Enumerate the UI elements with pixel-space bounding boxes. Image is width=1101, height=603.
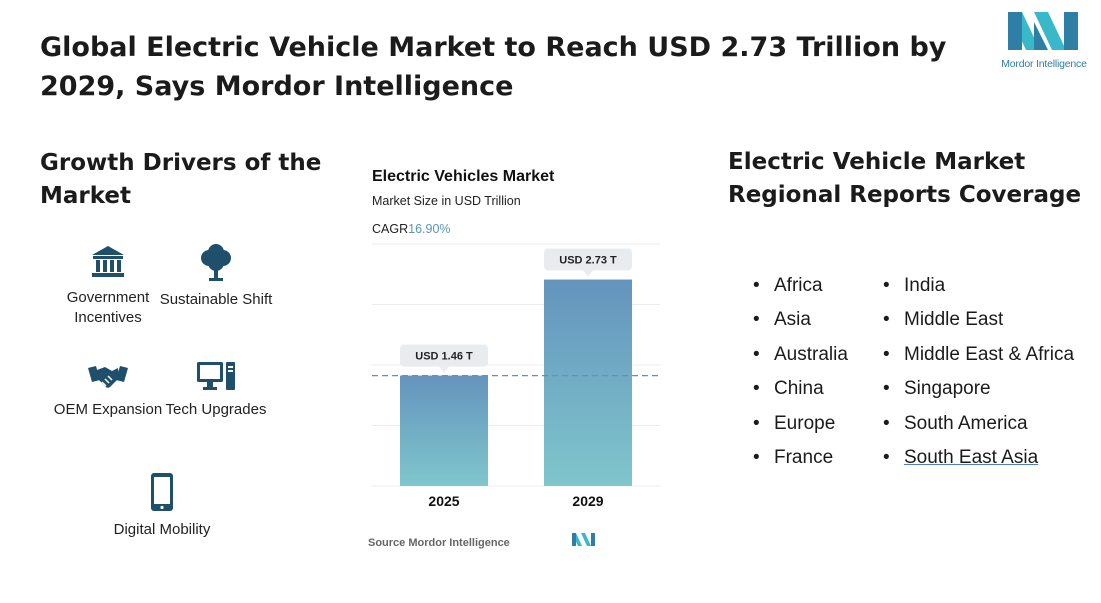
data-label: USD 1.46 T <box>415 351 473 363</box>
driver-government-incentives: Government Incentives <box>48 244 168 328</box>
region-list-column-2: India Middle East Middle East & Africa S… <box>883 274 1074 480</box>
cagr-value: 16.90% <box>408 222 451 236</box>
region-item: China <box>753 377 848 411</box>
chart-subtitle: Market Size in USD Trillion <box>372 194 521 208</box>
chart-source: Source Mordor Intelligence <box>368 537 510 549</box>
drivers-heading: Growth Drivers of the Market <box>40 150 322 209</box>
region-item: Singapore <box>883 377 1074 411</box>
driver-label: Sustainable Shift <box>159 291 273 308</box>
chart-labels: 2025 USD 1.46 T 2029 USD 2.73 T <box>372 248 660 509</box>
driver-tech-upgrades: Tech Upgrades <box>156 360 276 420</box>
mordor-logo: Mordor Intelligence <box>998 12 1090 72</box>
data-label-background <box>400 344 488 367</box>
coverage-heading: Electric Vehicle Market Regional Reports… <box>728 149 1082 208</box>
mordor-mini-logo-icon <box>572 533 595 546</box>
data-label-pointer <box>439 366 449 373</box>
computer-icon <box>197 362 235 390</box>
bar-2025 <box>400 375 488 486</box>
chart-bars <box>400 279 632 486</box>
bar-chart: 2025 USD 1.46 T 2029 USD 2.73 T <box>372 243 660 509</box>
driver-label: Government Incentives <box>66 289 150 326</box>
region-item: Africa <box>753 274 848 308</box>
region-item-text: South East Asia <box>904 446 1039 468</box>
data-label-background <box>544 248 632 271</box>
region-item: South East Asia <box>883 446 1074 480</box>
region-item: South America <box>883 412 1074 446</box>
driver-sustainable-shift: Sustainable Shift <box>156 244 276 310</box>
region-item: Middle East <box>883 308 1074 342</box>
region-item: Europe <box>753 412 848 446</box>
chart-mini-logo <box>571 533 597 552</box>
driver-label: OEM Expansion <box>53 401 163 418</box>
driver-label: Digital Mobility <box>113 521 211 538</box>
driver-digital-mobility: Digital Mobility <box>102 472 222 540</box>
mordor-logo-mark-icon <box>1008 12 1078 50</box>
region-list-column-1: Africa Asia Australia China Europe Franc… <box>753 274 848 480</box>
government-building-icon <box>92 246 124 277</box>
page-title: Global Electric Vehicle Market to Reach … <box>40 32 947 102</box>
region-item: France <box>753 446 848 480</box>
bar-2029 <box>544 279 632 486</box>
cagr-label: CAGR <box>372 222 409 236</box>
x-tick-label: 2029 <box>572 493 603 509</box>
region-item: Australia <box>753 343 848 377</box>
cagr-text: CAGR16.90% <box>372 222 451 236</box>
x-tick-label: 2025 <box>428 493 459 509</box>
region-item: Middle East & Africa <box>883 343 1074 377</box>
region-item: India <box>883 274 1074 308</box>
chart-title: Electric Vehicles Market <box>372 168 555 185</box>
smartphone-icon <box>151 473 173 511</box>
logo-text: Mordor Intelligence <box>1001 58 1087 70</box>
data-label: USD 2.73 T <box>559 255 617 267</box>
driver-oem-expansion: OEM Expansion <box>48 362 168 420</box>
handshake-icon <box>88 366 128 388</box>
region-item: Asia <box>753 308 848 342</box>
data-label-pointer <box>583 270 593 277</box>
tree-icon <box>201 244 231 281</box>
driver-label: Tech Upgrades <box>165 401 267 418</box>
